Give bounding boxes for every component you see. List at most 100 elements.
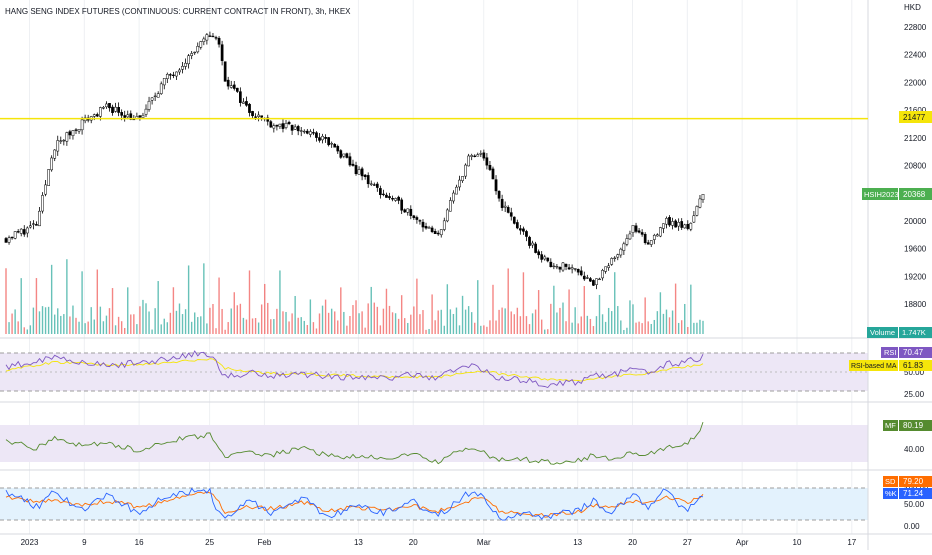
- volume-bar: [656, 311, 659, 334]
- volume-bar: [157, 281, 159, 334]
- volume-bar: [544, 329, 546, 334]
- candle-body: [156, 93, 160, 98]
- candle-body: [102, 107, 105, 109]
- candle-body: [239, 91, 242, 103]
- last-price-value: 20368: [903, 190, 926, 199]
- volume-bar: [99, 306, 102, 334]
- indicator-tick-label: 40.00: [904, 445, 925, 454]
- mf-band: [0, 425, 868, 462]
- volume-bar: [224, 329, 226, 334]
- volume-bar: [696, 322, 698, 334]
- candle-body: [153, 95, 157, 98]
- candle-body: [296, 126, 300, 132]
- candle-body: [433, 231, 437, 234]
- candle-body: [409, 208, 413, 216]
- volume-bar: [318, 313, 321, 334]
- volume-bar: [583, 286, 585, 334]
- candle-body: [38, 210, 41, 227]
- candle-body: [379, 188, 382, 195]
- volume-bar: [169, 312, 172, 334]
- volume-bar: [279, 270, 281, 334]
- candle-body: [77, 129, 81, 132]
- candle-body: [573, 268, 577, 270]
- candle-body: [318, 137, 321, 141]
- candle-body: [619, 248, 623, 256]
- volume-bar: [294, 295, 296, 334]
- candle-body: [522, 228, 525, 232]
- band-lines: [0, 352, 868, 521]
- candle-body: [260, 115, 264, 118]
- candle-body: [634, 225, 638, 232]
- volume-bar: [650, 323, 652, 334]
- candle-body: [293, 126, 297, 130]
- indicator-tick-label: 25.00: [904, 390, 925, 399]
- candle-body: [35, 224, 38, 226]
- volume-bar: [251, 318, 254, 334]
- candle-body: [287, 121, 291, 125]
- candle-body: [232, 84, 236, 89]
- candle-body: [290, 124, 294, 131]
- volume-bar: [467, 306, 470, 334]
- mf-badge: MF 80.19: [883, 420, 932, 431]
- candle-body: [534, 243, 537, 253]
- volume-bar: [102, 321, 105, 334]
- candle-body: [646, 242, 650, 245]
- volume-bar: [702, 320, 704, 334]
- volume-bar: [373, 302, 375, 334]
- volume-bar: [312, 322, 315, 334]
- time-axis-ticks[interactable]: 2023 9 16 25 Feb 13 20 Mar 13 20 27 Apr 10 17: [21, 538, 857, 547]
- volume-bar: [346, 325, 348, 334]
- money-flow-lines: [5, 421, 704, 465]
- candle-body: [68, 131, 72, 136]
- candle-body: [509, 212, 513, 217]
- candle-body: [479, 153, 483, 155]
- volume-bar: [629, 300, 631, 334]
- rsi-ma-value: 61.83: [903, 361, 924, 370]
- volume-bar: [455, 307, 458, 334]
- volume-bar: [614, 272, 616, 334]
- volume-bar: [230, 308, 232, 334]
- candle-body: [302, 130, 306, 133]
- candle-body: [56, 140, 60, 152]
- candle-body: [312, 132, 315, 134]
- price-axis-ticks[interactable]: 2280022400220002160021200208002040020000…: [904, 23, 927, 309]
- volume-bar: [203, 263, 205, 334]
- candle-body: [467, 155, 470, 167]
- candle-body: [245, 101, 248, 106]
- volume-bar: [556, 312, 558, 334]
- candle-body: [497, 191, 501, 199]
- volume-bar: [492, 284, 494, 334]
- volume-bar: [537, 290, 540, 334]
- volume-bar: [489, 320, 491, 334]
- candle-body: [595, 278, 598, 285]
- volume-bar: [105, 315, 108, 334]
- volume-bar: [693, 322, 695, 334]
- candle-body: [564, 263, 568, 267]
- volume-bar: [680, 320, 683, 334]
- candle-body: [403, 209, 407, 213]
- candle-body: [196, 45, 200, 53]
- time-tick-label: 2023: [21, 538, 39, 547]
- candle-body: [120, 112, 124, 116]
- candle-body: [44, 184, 47, 195]
- volume-bar: [44, 307, 47, 334]
- candle-body: [175, 71, 178, 77]
- price-tick-label: 22000: [904, 78, 927, 87]
- volume-bar: [513, 314, 515, 334]
- volume-bar: [306, 324, 309, 334]
- candle-body: [579, 270, 583, 276]
- volume-bar: [166, 322, 169, 334]
- candle-body: [342, 153, 346, 157]
- candle-body: [74, 129, 78, 131]
- candle-body: [181, 65, 184, 70]
- volume-bar: [142, 299, 144, 334]
- candle-body: [665, 218, 668, 225]
- volume-bar: [124, 327, 126, 334]
- volume-bar: [592, 326, 595, 334]
- volume-bar: [303, 320, 305, 334]
- candle-body: [138, 115, 142, 118]
- candle-body: [284, 123, 288, 128]
- candle-body: [531, 242, 534, 246]
